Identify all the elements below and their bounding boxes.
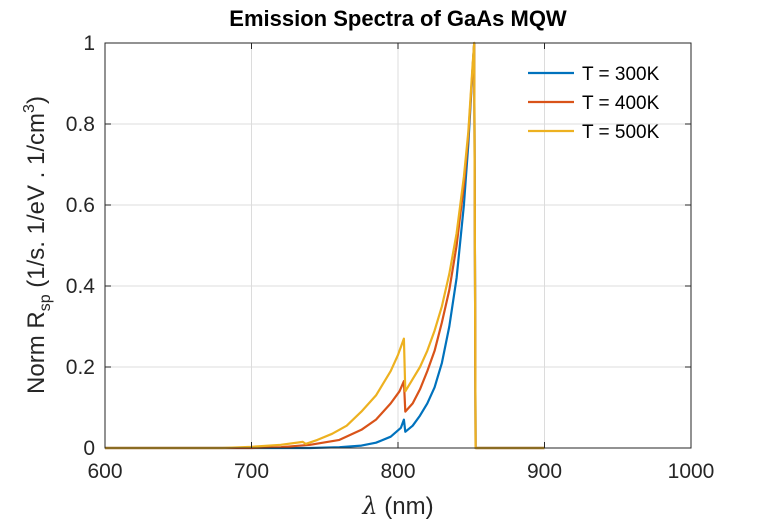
x-axis-label-text: (nm) [377, 493, 434, 520]
x-tick-label: 1000 [668, 460, 715, 483]
y-tick-label: 0.8 [66, 113, 95, 136]
legend-label: T = 500K [582, 122, 660, 143]
y-tick-label: 0 [83, 437, 95, 460]
series-line [105, 41, 545, 450]
x-axis-label-symbol: λ [362, 492, 378, 520]
x-axis-label: λ (nm) [105, 492, 691, 521]
y-tick-label: 0.2 [66, 356, 95, 379]
axis-ticks: 600 700 800 900 1000 0 0.2 0.4 0.6 0.8 1 [66, 32, 715, 483]
y-tick-label: 0.4 [66, 275, 96, 298]
series-line [105, 41, 545, 450]
legend-label: T = 400K [582, 93, 660, 114]
x-tick-label: 800 [380, 460, 415, 483]
legend-label: T = 300K [582, 64, 660, 85]
x-tick-label: 900 [527, 460, 562, 483]
x-tick-label: 700 [234, 460, 269, 483]
series-lines [105, 41, 545, 450]
series-line [105, 41, 545, 450]
y-tick-label: 1 [83, 32, 95, 55]
chart-title: Emission Spectra of GaAs MQW [229, 6, 567, 31]
legend: T = 300K T = 400K T = 500K [528, 64, 660, 143]
y-tick-label: 0.6 [66, 194, 95, 217]
x-tick-label: 600 [87, 460, 122, 483]
